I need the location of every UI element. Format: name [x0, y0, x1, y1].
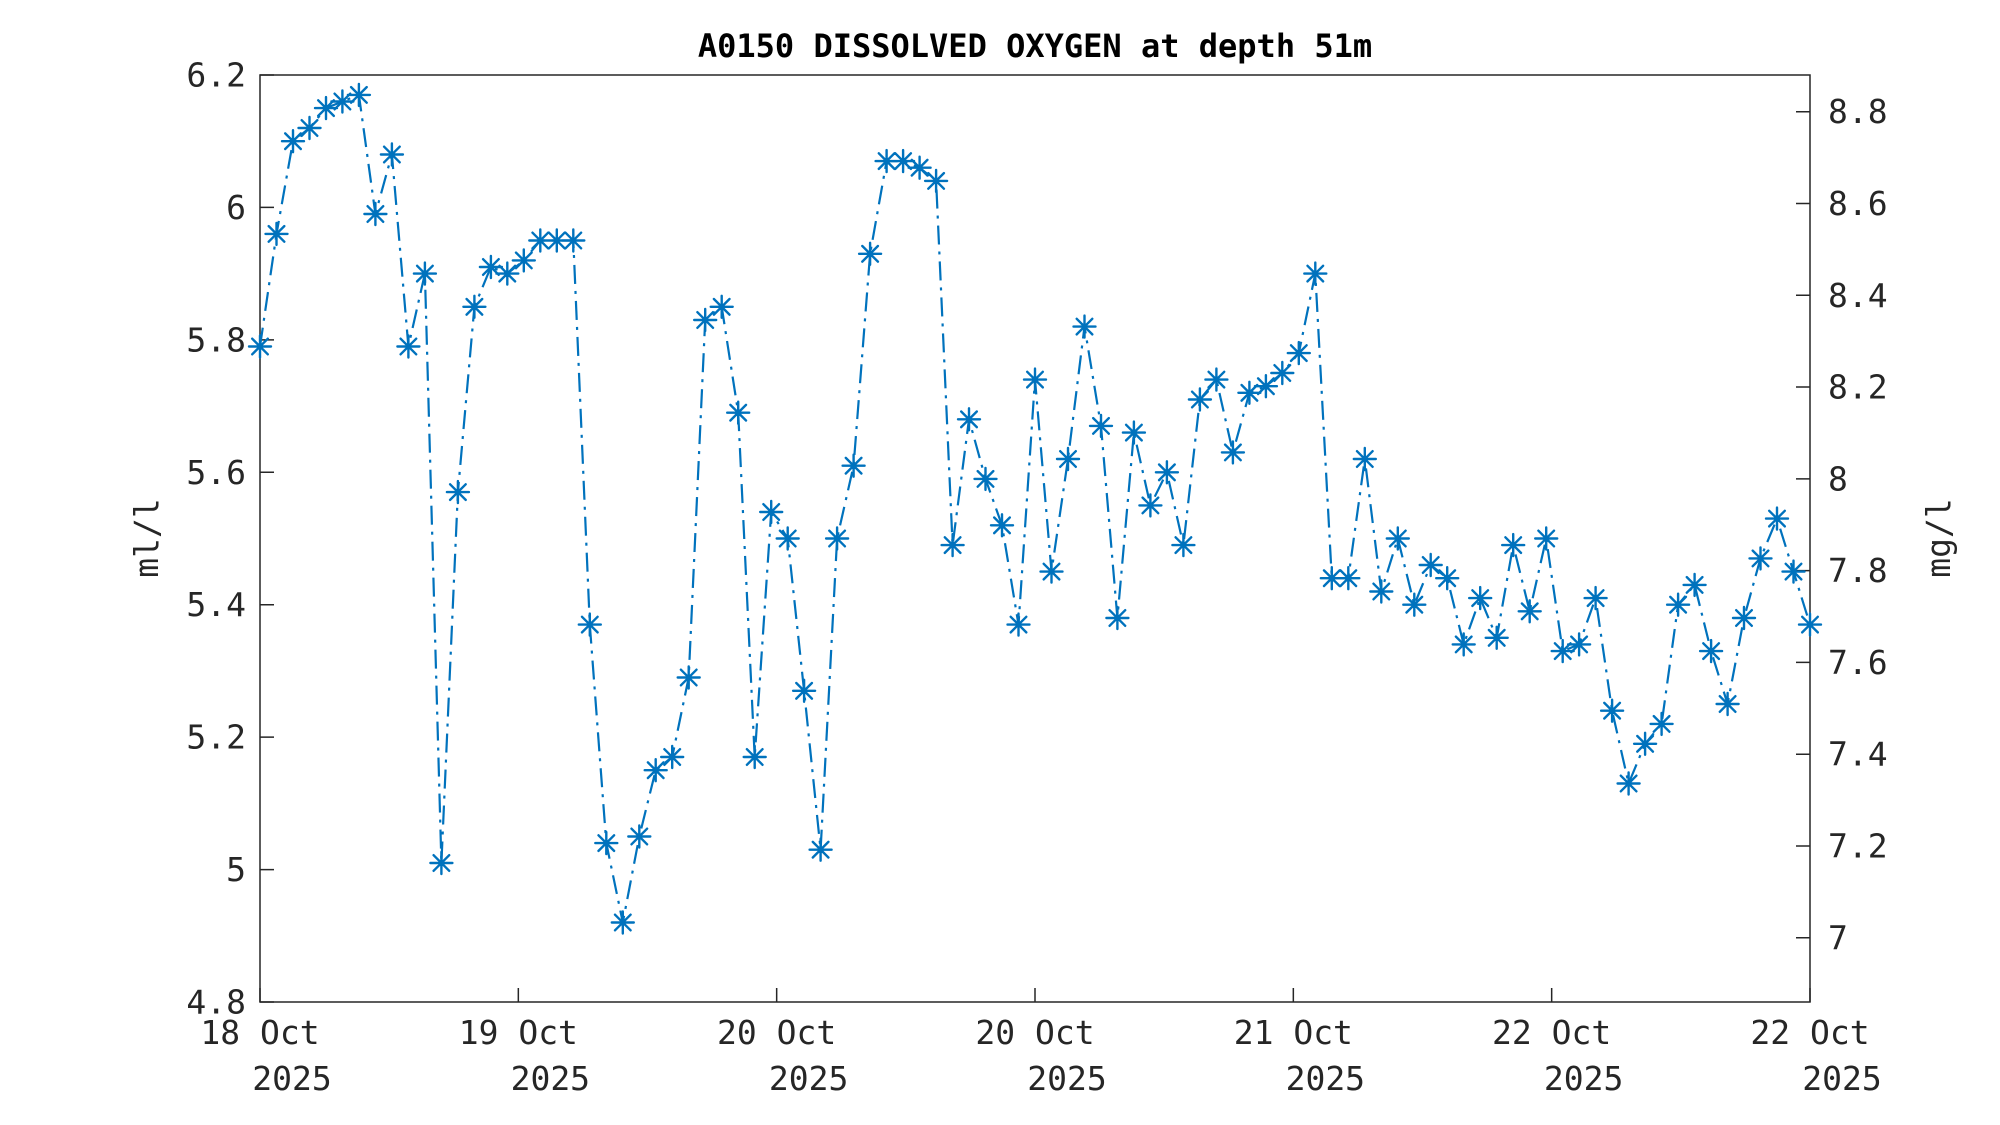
x-tick-year-label: 2025 — [252, 1059, 331, 1098]
x-tick-label: 20 Oct — [717, 1013, 836, 1052]
x-tick-label: 21 Oct — [1234, 1013, 1353, 1052]
x-tick-year-label: 2025 — [1286, 1059, 1365, 1098]
y-right-tick-label: 7.4 — [1828, 735, 1888, 774]
y-left-tick-label: 5 — [226, 850, 246, 889]
x-tick-year-label: 2025 — [1027, 1059, 1106, 1098]
y-right-tick-label: 7.6 — [1828, 643, 1888, 682]
y-axis-right-label: mg/l — [1919, 498, 1958, 577]
y-left-tick-label: 5.8 — [186, 320, 246, 359]
y-axis-left-label: ml/l — [127, 498, 166, 577]
y-right-tick-label: 8.6 — [1828, 184, 1888, 223]
y-right-tick-label: 8.2 — [1828, 368, 1888, 407]
y-left-tick-label: 5.4 — [186, 585, 246, 624]
y-axis-left-tick-marks — [260, 74, 274, 1003]
x-tick-label: 22 Oct — [1750, 1013, 1869, 1052]
y-left-tick-label: 5.2 — [186, 718, 246, 757]
y-right-tick-label: 8 — [1828, 459, 1848, 498]
y-right-tick-label: 7.8 — [1828, 551, 1888, 590]
y-right-tick-label: 7 — [1828, 918, 1848, 957]
y-right-tick-label: 8.8 — [1828, 92, 1888, 131]
series-line — [258, 93, 1812, 923]
y-left-tick-label: 4.8 — [186, 983, 246, 1022]
x-tick-year-label: 2025 — [1544, 1059, 1623, 1098]
y-left-tick-label: 6 — [226, 188, 246, 227]
y-left-tick-label: 5.6 — [186, 453, 246, 492]
plot-box — [259, 74, 1811, 1003]
y-axis-right-tick-marks — [1796, 110, 1810, 939]
y-right-tick-label: 8.4 — [1828, 276, 1888, 315]
x-tick-year-label: 2025 — [769, 1059, 848, 1098]
series-markers — [247, 82, 1823, 935]
x-tick-label: 18 Oct — [200, 1013, 319, 1052]
y-right-tick-label: 7.2 — [1828, 826, 1888, 865]
x-axis-tick-marks — [259, 988, 1811, 1002]
x-tick-year-label: 2025 — [1802, 1059, 1881, 1098]
x-tick-year-label: 2025 — [511, 1059, 590, 1098]
x-tick-label: 22 Oct — [1492, 1013, 1611, 1052]
y-left-tick-label: 6.2 — [186, 56, 246, 95]
chart-title: A0150 DISSOLVED OXYGEN at depth 51m — [698, 27, 1372, 65]
x-tick-label: 20 Oct — [975, 1013, 1094, 1052]
x-tick-label: 19 Oct — [459, 1013, 578, 1052]
